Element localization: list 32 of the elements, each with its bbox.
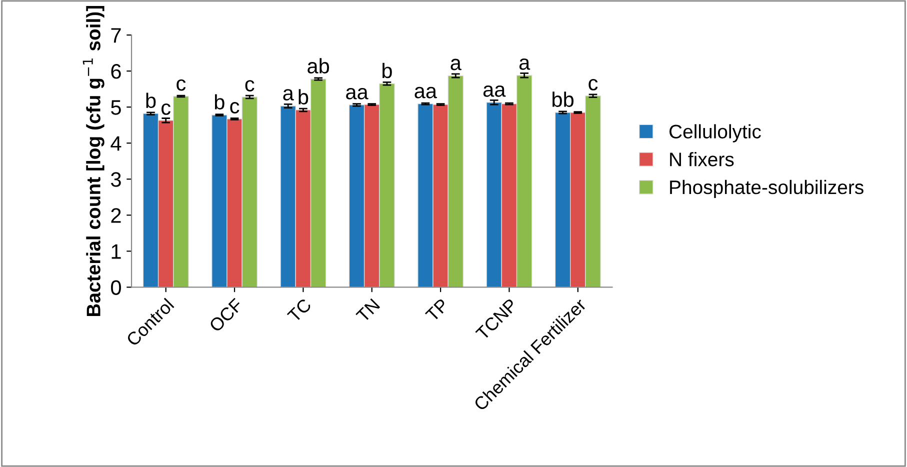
x-tick-label: TP <box>424 298 450 322</box>
y-tick-label: 2 <box>111 208 121 223</box>
data-label: c <box>230 102 240 114</box>
data-label: a <box>519 58 530 70</box>
legend-label: Phosphate-solubilizers <box>670 180 864 198</box>
data-label: a <box>450 58 462 70</box>
data-label: b <box>382 62 392 78</box>
data-label: ab <box>308 58 330 74</box>
data-label: aa <box>414 86 438 98</box>
data-label: b <box>146 92 156 108</box>
x-tick-label: TN <box>356 298 380 323</box>
data-label: c <box>245 80 254 92</box>
y-tick-label: 4 <box>110 136 122 151</box>
data-label: bb <box>552 92 574 107</box>
data-label: aa <box>483 85 506 97</box>
y-axis-title: Bacterial count [log (cfu g$^{−1}$ soil)] <box>82 6 104 316</box>
x-tick-label: TC <box>286 298 312 324</box>
data-label: aa <box>346 88 368 100</box>
y-tick-label: 5 <box>111 100 121 115</box>
legend-label: N fixers <box>670 152 734 166</box>
y-tick-label: 0 <box>111 280 121 295</box>
data-label: b <box>214 94 224 110</box>
y-tick-label: 3 <box>111 172 121 187</box>
legend-label: Cellulolytic <box>669 124 761 142</box>
y-tick-label: 1 <box>112 244 121 259</box>
y-tick-label: 7 <box>111 28 121 43</box>
data-label: c <box>162 103 171 115</box>
y-tick-label: 6 <box>111 64 121 79</box>
data-label: c <box>176 79 186 91</box>
data-label: c <box>588 78 598 90</box>
data-label: b <box>298 89 308 104</box>
data-label: a <box>283 89 294 100</box>
